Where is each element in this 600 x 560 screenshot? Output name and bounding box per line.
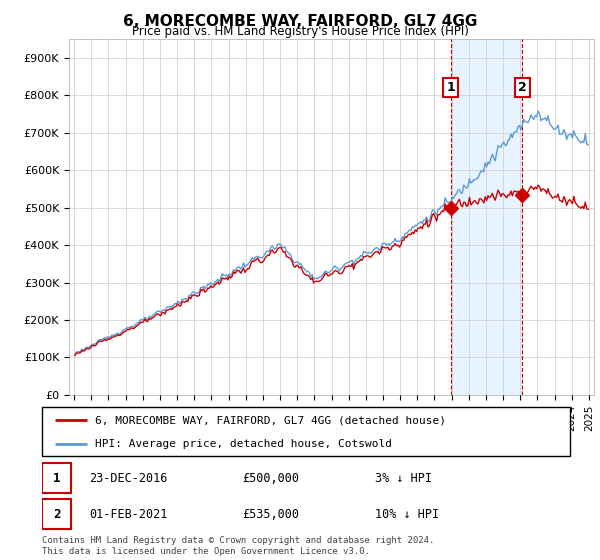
Text: £535,000: £535,000 [242,507,299,521]
Text: 23-DEC-2016: 23-DEC-2016 [89,472,168,485]
Text: Contains HM Land Registry data © Crown copyright and database right 2024.
This d: Contains HM Land Registry data © Crown c… [42,536,434,556]
Text: 10% ↓ HPI: 10% ↓ HPI [374,507,439,521]
Text: 6, MORECOMBE WAY, FAIRFORD, GL7 4GG (detached house): 6, MORECOMBE WAY, FAIRFORD, GL7 4GG (det… [95,416,446,426]
FancyBboxPatch shape [42,463,71,493]
Text: Price paid vs. HM Land Registry's House Price Index (HPI): Price paid vs. HM Land Registry's House … [131,25,469,38]
Text: £500,000: £500,000 [242,472,299,485]
Text: 01-FEB-2021: 01-FEB-2021 [89,507,168,521]
Text: 2: 2 [53,507,60,521]
Text: 2: 2 [518,81,527,95]
Text: HPI: Average price, detached house, Cotswold: HPI: Average price, detached house, Cots… [95,439,392,449]
Text: 1: 1 [53,472,60,485]
FancyBboxPatch shape [42,407,570,456]
Text: 1: 1 [446,81,455,95]
Bar [451,39,523,395]
Text: 3% ↓ HPI: 3% ↓ HPI [374,472,431,485]
Text: 6, MORECOMBE WAY, FAIRFORD, GL7 4GG: 6, MORECOMBE WAY, FAIRFORD, GL7 4GG [123,14,477,29]
FancyBboxPatch shape [42,499,71,529]
